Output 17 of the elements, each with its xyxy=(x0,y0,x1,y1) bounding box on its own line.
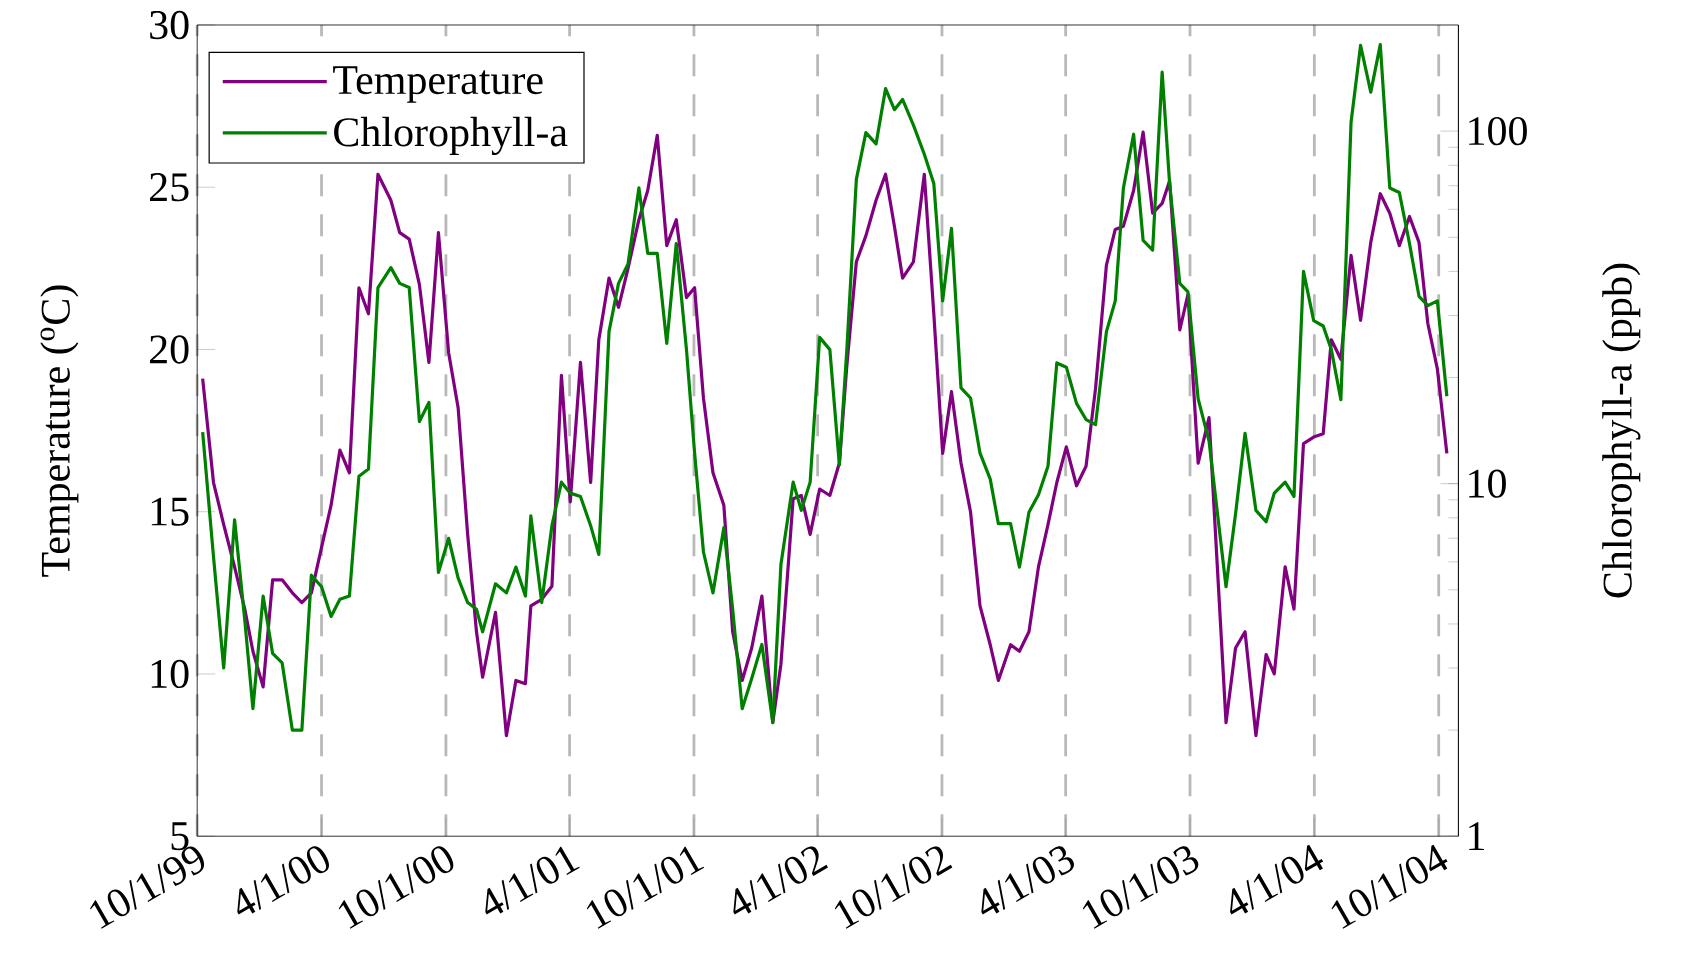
y-tick-label: 30 xyxy=(150,10,189,40)
x-tick-label: 4/1/04 xyxy=(1230,844,1324,915)
legend-label: Chlorophyll-a xyxy=(334,116,568,156)
y-axis-title: Temperature ($^{o}$C) xyxy=(40,285,79,577)
y2-tick-label: 100 xyxy=(1469,116,1527,146)
y-tick-label: 25 xyxy=(149,173,189,202)
y2-axis-title: Chlorophyll-a (ppb) xyxy=(1602,263,1641,598)
legend-label: Temperature xyxy=(333,66,543,103)
y-tick-label: 10 xyxy=(151,659,189,689)
y-tick-label: 20 xyxy=(149,335,189,364)
x-tick-label: 4/1/02 xyxy=(733,846,828,915)
x-tick-label: 4/1/03 xyxy=(981,846,1074,915)
x-tick-label: 4/1/00 xyxy=(237,846,330,915)
y2-tick-label: 1 xyxy=(1469,822,1484,851)
x-tick-label: 4/1/01 xyxy=(485,846,580,915)
y-tick-label: 15 xyxy=(151,497,189,526)
y2-tick-label: 10 xyxy=(1469,469,1506,498)
